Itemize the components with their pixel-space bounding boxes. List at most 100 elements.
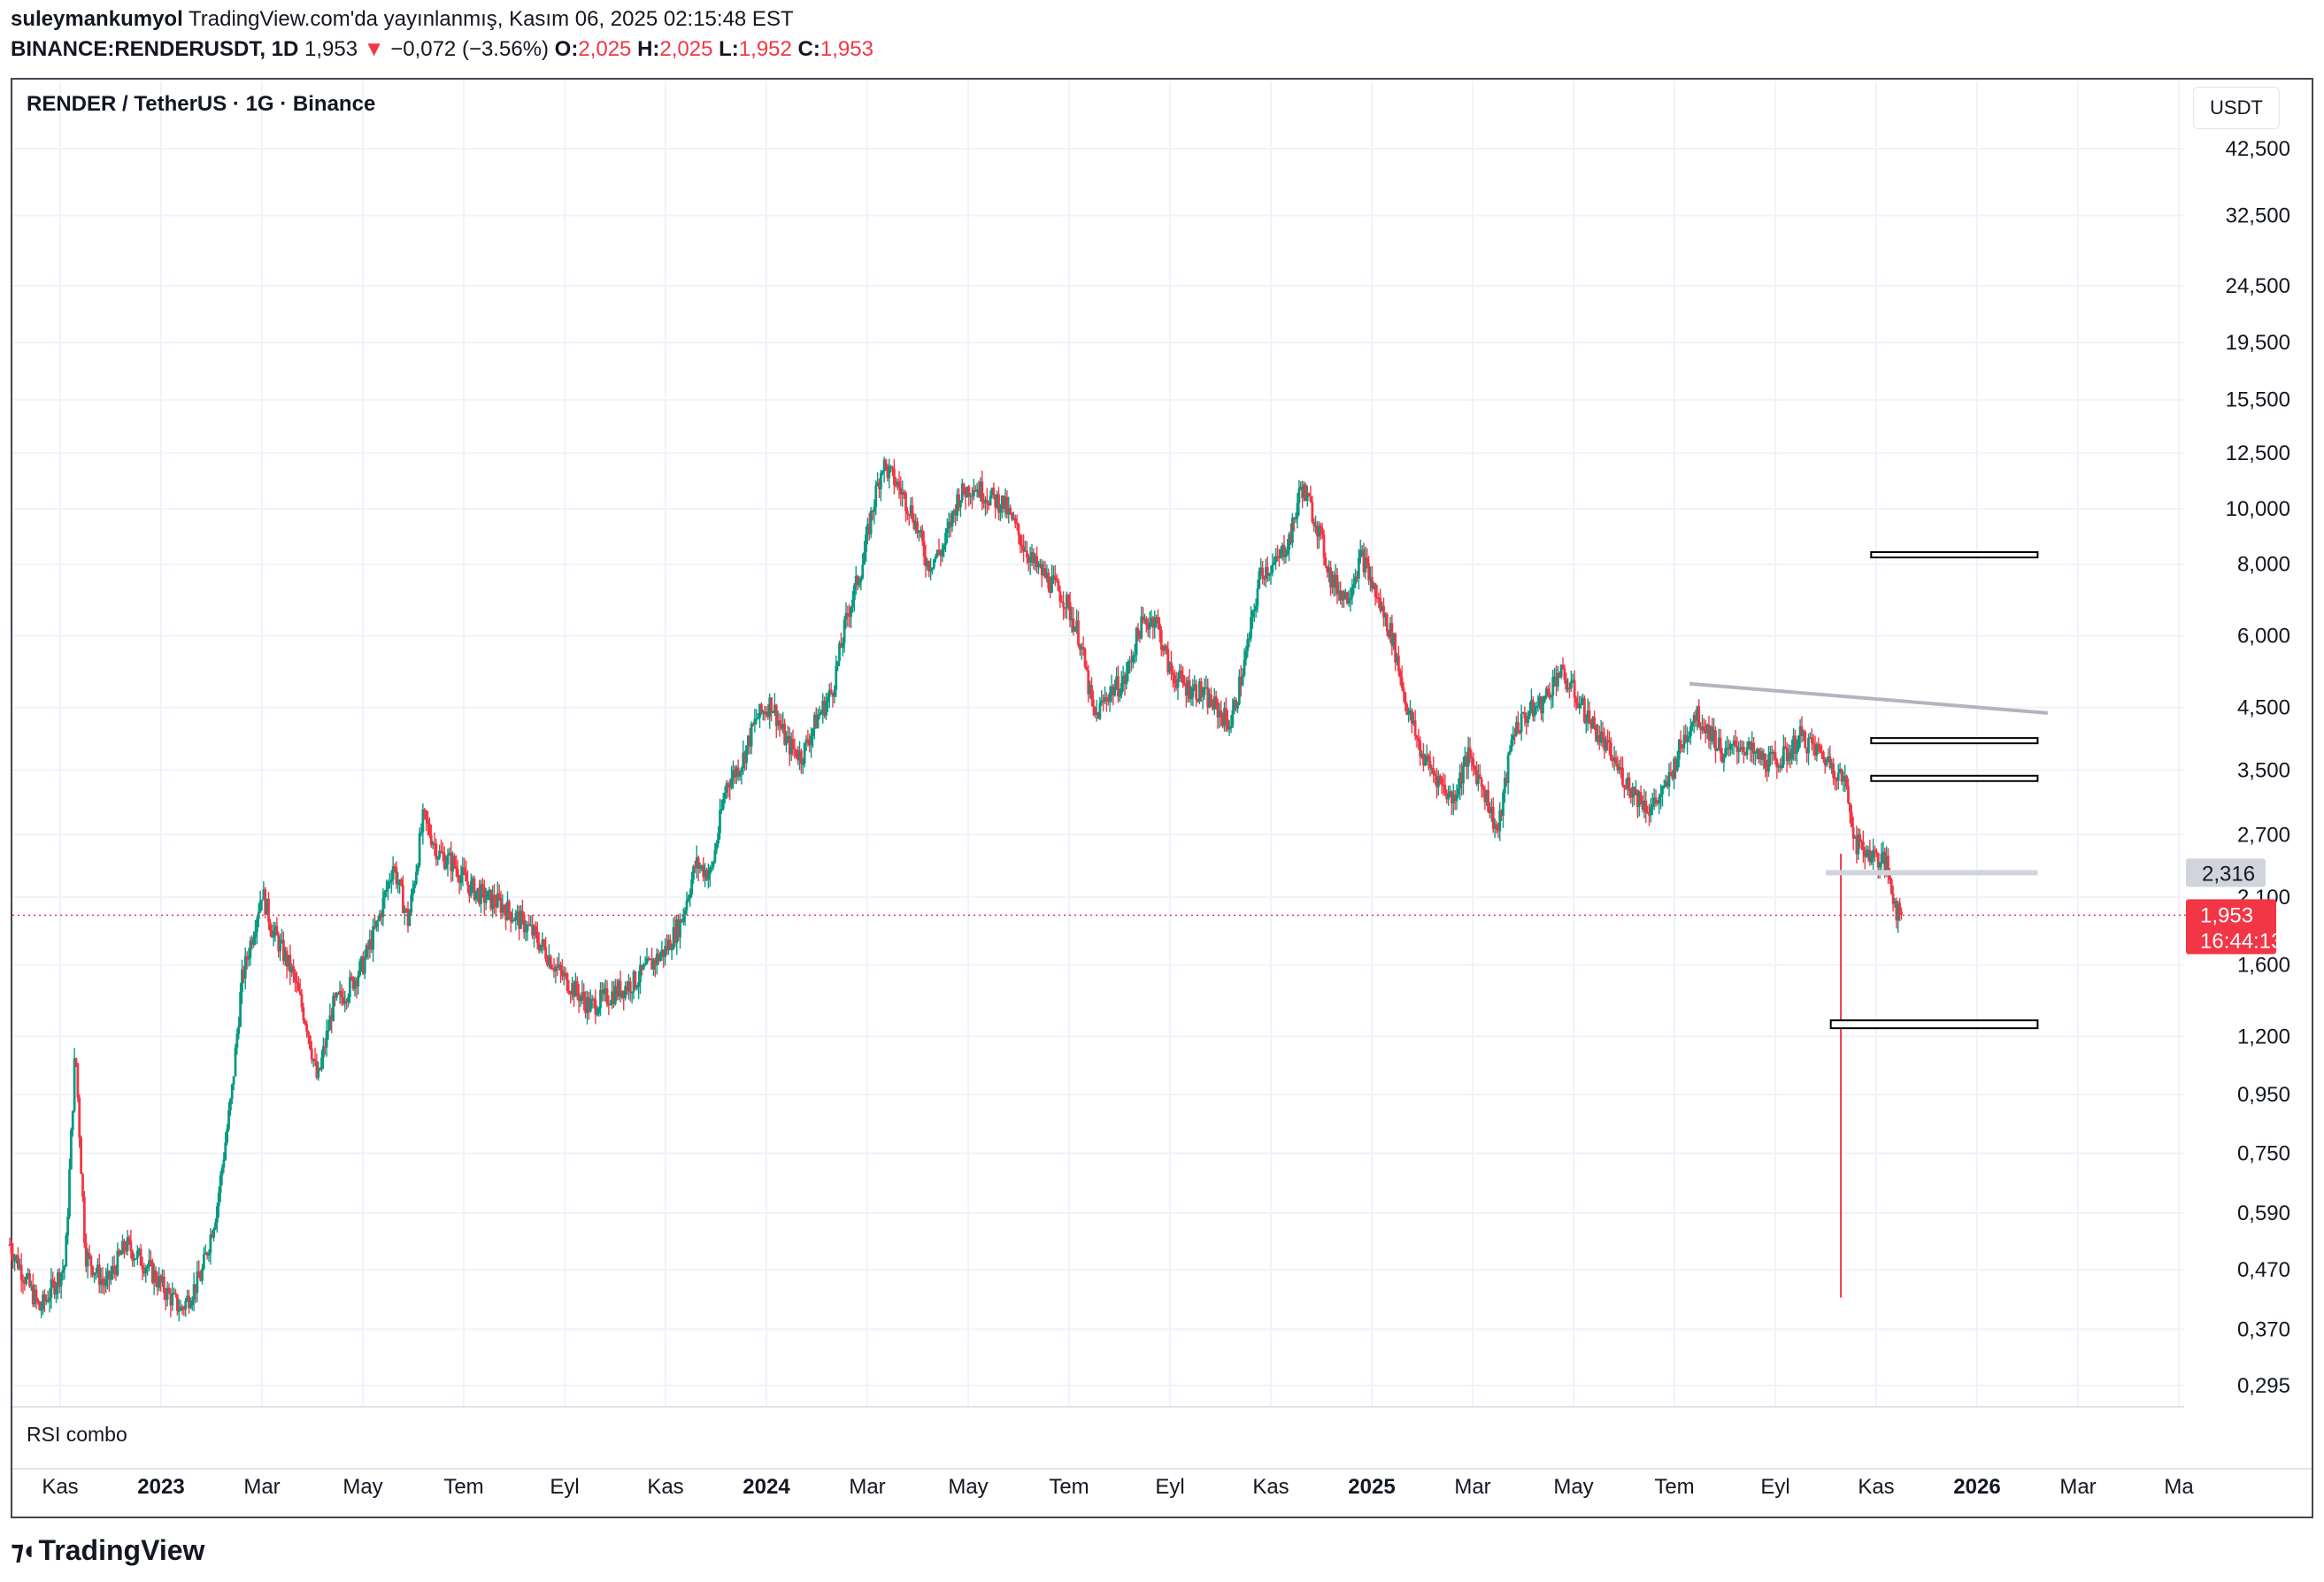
candle-body (956, 494, 959, 516)
author-name[interactable]: suleymankumyol (11, 7, 183, 31)
candle-body (438, 850, 442, 858)
candle-body (1628, 777, 1631, 792)
candle-body (1720, 752, 1724, 763)
candle-body (949, 521, 952, 527)
candle-body (142, 1269, 146, 1274)
candle-body (1548, 692, 1551, 698)
candle-body (29, 1285, 33, 1286)
candle-body (1442, 784, 1445, 787)
candle-body (1644, 800, 1648, 813)
candle-body (292, 965, 296, 973)
tradingview-logo[interactable]: ⁊◖ TradingView (11, 1534, 204, 1567)
candle-body (607, 1003, 611, 1006)
y-tick-label: 3,500 (2237, 758, 2290, 782)
candle-body (1377, 597, 1381, 599)
candle-body (1495, 824, 1498, 830)
candle-body (1728, 748, 1730, 750)
candle-body (1261, 567, 1265, 577)
candle-body (1083, 649, 1087, 667)
candle-body (212, 1228, 216, 1238)
candle-body (1065, 595, 1068, 609)
symbol-label[interactable]: BINANCE:RENDERUSDT, 1D (11, 37, 299, 61)
candle-body (1790, 749, 1794, 760)
candle-body (876, 482, 880, 486)
candle-body (1489, 806, 1493, 813)
candle-body (1737, 748, 1741, 752)
candle-body (911, 505, 914, 520)
candle-body (129, 1240, 133, 1252)
candle-body (1783, 746, 1787, 749)
candle-body (1739, 748, 1743, 750)
candle-body (1865, 852, 1868, 857)
candle-body (874, 485, 878, 507)
candle-body (717, 833, 720, 844)
candle-body (1673, 758, 1676, 779)
candle-body (383, 891, 387, 898)
candle-body (892, 468, 896, 486)
candle-body (916, 521, 920, 534)
candle-body (380, 913, 383, 918)
candle-body (1669, 772, 1673, 774)
candle-body (1013, 518, 1017, 524)
y-tick-label: 0,950 (2237, 1083, 2290, 1107)
candle-body (181, 1306, 184, 1309)
candle-body (152, 1270, 156, 1283)
candle-body (554, 966, 558, 971)
candle-body (476, 887, 480, 891)
candle-body (759, 703, 763, 713)
candle-body (1427, 755, 1430, 761)
candle-body (335, 993, 338, 998)
candle-body (1853, 836, 1857, 839)
candle-body (179, 1306, 182, 1311)
x-tick-label: Eyl (1760, 1475, 1789, 1499)
candle-body (1586, 710, 1589, 722)
candle-body (76, 1063, 80, 1098)
candle-body (1438, 776, 1442, 779)
candle-body (668, 940, 672, 950)
y-tick-label: 32,500 (2226, 204, 2290, 227)
candle-body (1470, 756, 1474, 759)
candle-body (1857, 834, 1860, 855)
candle-body (1449, 791, 1451, 795)
candle-body (446, 855, 450, 864)
chart-frame[interactable] (11, 78, 2313, 1518)
candle-body (985, 499, 989, 503)
candle-body (1675, 759, 1679, 771)
candle-body (943, 544, 946, 550)
candle-body (267, 898, 270, 923)
candle-body (1476, 774, 1480, 784)
candle-body (835, 665, 838, 690)
candle-body (250, 941, 254, 945)
candle-body (1153, 620, 1157, 628)
candle-body (977, 489, 981, 497)
candle-body (1457, 787, 1460, 795)
candle-body (973, 490, 977, 492)
candle-body (1584, 721, 1588, 724)
candle-body (1834, 778, 1836, 779)
candle-body (1595, 724, 1597, 741)
candle-body (74, 1058, 78, 1064)
candle-body (456, 869, 459, 879)
candle-body (838, 643, 841, 662)
candle-body (509, 912, 512, 922)
candle-body (1694, 715, 1697, 721)
currency-button[interactable]: USDT (2193, 87, 2280, 129)
rsi-indicator-label[interactable]: RSI combo (27, 1423, 127, 1446)
candle-body (1542, 702, 1544, 714)
candle-body (1148, 622, 1151, 630)
candle-body (1707, 724, 1711, 741)
candle-body (190, 1300, 194, 1305)
candle-body (1513, 734, 1517, 736)
candle-body (1850, 811, 1853, 827)
candle-body (803, 742, 806, 764)
candle-body (1885, 856, 1889, 871)
candle-body (205, 1253, 209, 1256)
candle-body (997, 494, 1000, 513)
candle-body (1734, 740, 1737, 747)
candle-body (719, 810, 721, 833)
candle-body (1553, 676, 1557, 679)
candle-body (1635, 789, 1639, 807)
candle-body (433, 843, 436, 845)
candle-body (537, 942, 541, 951)
